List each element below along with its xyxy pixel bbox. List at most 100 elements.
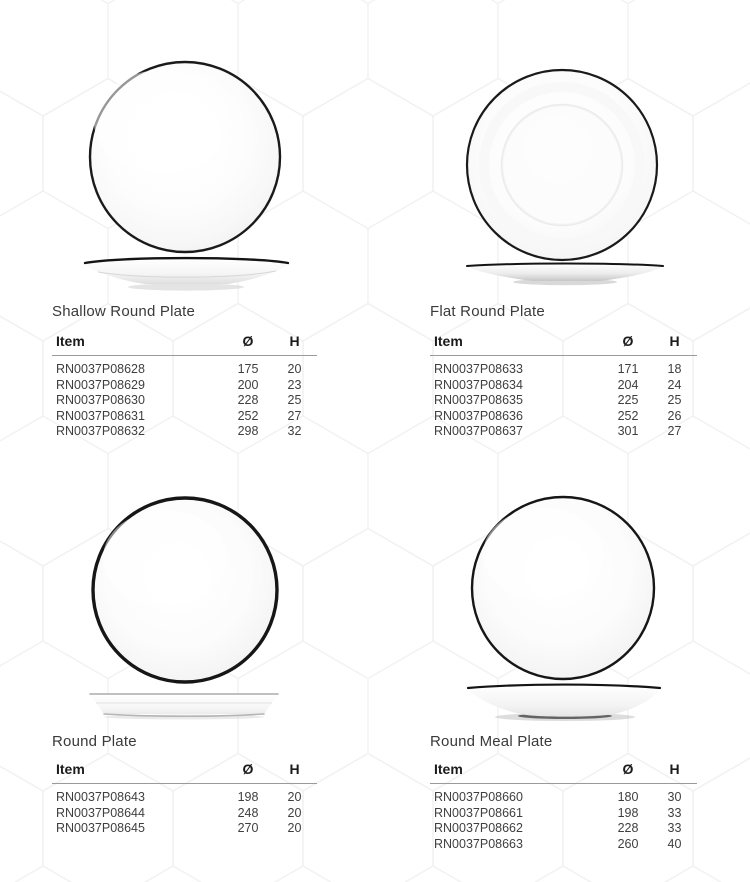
column-header-height: H	[669, 333, 680, 349]
diameter-value: 248	[237, 805, 259, 820]
item-code: RN0037P08643	[56, 790, 145, 804]
column-header-item: Item	[56, 333, 85, 349]
plate-top-view	[465, 68, 659, 262]
table-row: RN0037P08632 298 32	[52, 424, 317, 440]
item-code: RN0037P08662	[434, 821, 523, 835]
height-value: 25	[667, 393, 682, 407]
height-value: 25	[287, 393, 302, 407]
plate-top-view	[470, 495, 656, 681]
column-header-height: H	[289, 761, 300, 777]
table-row: RN0037P08644 248 20	[52, 806, 317, 822]
table-header-row: Item Ø H	[52, 762, 317, 784]
height-value: 26	[667, 408, 682, 423]
plate-side-view	[466, 262, 664, 286]
diameter-value: 180	[617, 790, 639, 804]
table-row: RN0037P08633 171 18	[430, 362, 697, 378]
plate-top-view	[88, 60, 282, 254]
item-code: RN0037P08663	[434, 836, 523, 851]
item-code: RN0037P08629	[56, 377, 145, 392]
column-header-item: Item	[434, 333, 463, 349]
product-title-flat-round-plate: Flat Round Plate	[430, 303, 545, 320]
plate-side-view	[83, 256, 290, 291]
item-code: RN0037P08637	[434, 424, 523, 438]
item-code: RN0037P08636	[434, 408, 523, 423]
item-code: RN0037P08660	[434, 790, 523, 804]
diameter-value: 298	[237, 424, 259, 438]
round-plate-image	[89, 496, 279, 720]
table-body: RN0037P08628 175 20 RN0037P08629 200 23 …	[52, 356, 317, 440]
item-code: RN0037P08661	[434, 805, 523, 820]
spec-table-round-meal-plate: Item Ø H RN0037P08660 180 30 RN0037P0866…	[430, 762, 697, 852]
height-value: 18	[667, 362, 682, 376]
height-value: 20	[287, 805, 302, 820]
plate-top-view	[91, 496, 279, 684]
item-code: RN0037P08630	[56, 393, 145, 407]
diameter-value: 228	[617, 821, 639, 835]
height-value: 27	[287, 408, 302, 423]
height-value: 24	[667, 377, 682, 392]
table-body: RN0037P08660 180 30 RN0037P08661 198 33 …	[430, 784, 697, 852]
diameter-value: 204	[617, 377, 639, 392]
table-row: RN0037P08662 228 33	[430, 821, 697, 837]
height-value: 33	[667, 821, 682, 835]
height-value: 27	[667, 424, 682, 438]
column-header-diameter: Ø	[622, 761, 634, 777]
diameter-value: 260	[617, 836, 639, 851]
plate-side-view	[466, 683, 662, 721]
product-title-round-plate: Round Plate	[52, 733, 137, 750]
column-header-diameter: Ø	[242, 333, 254, 349]
spec-table-shallow-round-plate: Item Ø H RN0037P08628 175 20 RN0037P0862…	[52, 334, 317, 440]
diameter-value: 252	[237, 408, 259, 423]
spec-table-round-plate: Item Ø H RN0037P08643 198 20 RN0037P0864…	[52, 762, 317, 837]
column-header-item: Item	[56, 761, 85, 777]
table-row: RN0037P08635 225 25	[430, 393, 697, 409]
table-row: RN0037P08663 260 40	[430, 837, 697, 853]
item-code: RN0037P08632	[56, 424, 145, 438]
table-row: RN0037P08630 228 25	[52, 393, 317, 409]
item-code: RN0037P08628	[56, 362, 145, 376]
height-value: 20	[287, 821, 302, 835]
item-code: RN0037P08631	[56, 408, 145, 423]
diameter-value: 198	[237, 790, 259, 804]
column-header-diameter: Ø	[242, 761, 254, 777]
table-header-row: Item Ø H	[430, 762, 697, 784]
table-row: RN0037P08634 204 24	[430, 378, 697, 394]
table-row: RN0037P08631 252 27	[52, 409, 317, 425]
table-row: RN0037P08643 198 20	[52, 790, 317, 806]
height-value: 20	[287, 362, 302, 376]
column-header-height: H	[669, 761, 680, 777]
item-code: RN0037P08645	[56, 821, 145, 835]
table-header-row: Item Ø H	[52, 334, 317, 356]
product-title-shallow-round-plate: Shallow Round Plate	[52, 303, 196, 320]
height-value: 23	[287, 377, 302, 392]
column-header-height: H	[289, 333, 300, 349]
diameter-value: 171	[617, 362, 639, 376]
diameter-value: 270	[237, 821, 259, 835]
diameter-value: 200	[237, 377, 259, 392]
diameter-value: 225	[617, 393, 639, 407]
table-row: RN0037P08645 270 20	[52, 821, 317, 837]
column-header-item: Item	[434, 761, 463, 777]
shallow-round-plate-image	[83, 60, 290, 291]
table-row: RN0037P08637 301 27	[430, 424, 697, 440]
round-meal-plate-image	[466, 495, 662, 721]
table-row: RN0037P08660 180 30	[430, 790, 697, 806]
table-body: RN0037P08643 198 20 RN0037P08644 248 20 …	[52, 784, 317, 837]
diameter-value: 175	[237, 362, 259, 376]
diameter-value: 301	[617, 424, 639, 438]
item-code: RN0037P08635	[434, 393, 523, 407]
diameter-value: 228	[237, 393, 259, 407]
column-header-diameter: Ø	[622, 333, 634, 349]
table-row: RN0037P08636 252 26	[430, 409, 697, 425]
table-row: RN0037P08629 200 23	[52, 378, 317, 394]
table-row: RN0037P08661 198 33	[430, 806, 697, 822]
height-value: 32	[287, 424, 302, 438]
table-header-row: Item Ø H	[430, 334, 697, 356]
item-code: RN0037P08634	[434, 377, 523, 392]
item-code: RN0037P08644	[56, 805, 145, 820]
table-body: RN0037P08633 171 18 RN0037P08634 204 24 …	[430, 356, 697, 440]
height-value: 20	[287, 790, 302, 804]
height-value: 33	[667, 805, 682, 820]
item-code: RN0037P08633	[434, 362, 523, 376]
